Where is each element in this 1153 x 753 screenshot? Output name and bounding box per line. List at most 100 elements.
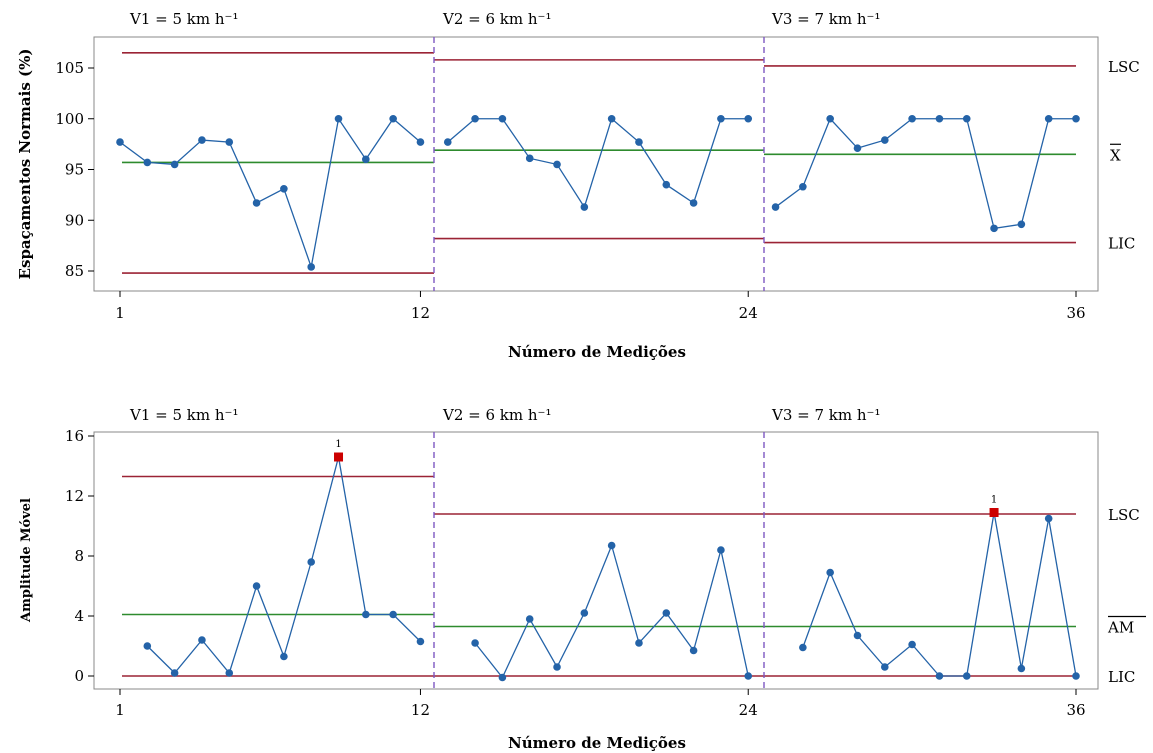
x-tick-label: 36 (1066, 304, 1085, 322)
data-point (962, 672, 971, 680)
data-point (908, 114, 916, 123)
data-point (771, 203, 780, 211)
data-point (607, 114, 616, 123)
phase-label: V1 = 5 km h⁻¹ (129, 10, 238, 28)
x-tick-label: 12 (411, 701, 430, 719)
y-tick-label: 85 (65, 262, 84, 280)
x-axis-label: Número de Medições (508, 343, 686, 361)
data-point (170, 160, 179, 169)
data-point (744, 672, 753, 680)
data-point (1044, 114, 1053, 123)
data-point (553, 663, 561, 671)
data-point (662, 180, 671, 189)
data-point (143, 642, 152, 650)
y-tick-label: 90 (65, 211, 84, 229)
y-tick-label: 8 (74, 547, 84, 565)
data-point (225, 138, 234, 146)
data-point (1072, 672, 1080, 680)
y-tick-label: 95 (65, 161, 84, 179)
phase-label: V2 = 6 km h⁻¹ (442, 406, 551, 424)
data-point (198, 136, 206, 144)
out-of-control-point (989, 508, 999, 517)
data-point (334, 114, 343, 123)
y-tick-label: 100 (55, 110, 84, 128)
data-point (471, 639, 479, 647)
data-point (416, 138, 425, 146)
data-point (307, 558, 316, 566)
data-point (990, 224, 998, 233)
data-point (1017, 664, 1026, 673)
x-tick-label: 1 (115, 304, 125, 322)
data-point (443, 138, 452, 146)
lower-limit-label: LIC (1108, 668, 1135, 686)
data-point (280, 652, 288, 661)
y-tick-label: 105 (55, 59, 84, 77)
data-point (362, 155, 370, 164)
data-point (525, 154, 534, 163)
data-point (1044, 514, 1053, 523)
chart-panel-2: 0 4 8 12 16 1 12 24 36 Amplitude Móvel Número de M… (19, 406, 1146, 752)
data-point (580, 609, 589, 617)
data-point (689, 199, 698, 207)
data-point (198, 636, 206, 644)
data-point (881, 663, 889, 671)
data-point (799, 643, 807, 652)
plot-frame (93, 36, 1099, 292)
data-point (170, 669, 179, 677)
data-point (662, 609, 671, 617)
y-tick-label: 12 (65, 487, 84, 505)
data-point (744, 114, 753, 123)
data-point (471, 114, 479, 123)
data-point (1072, 114, 1080, 123)
data-point (717, 114, 725, 123)
data-point (252, 582, 261, 590)
data-point (853, 144, 862, 152)
phase-label: V3 = 7 km h⁻¹ (771, 10, 880, 28)
y-axis-label: Amplitude Móvel (19, 498, 34, 623)
data-point (635, 138, 643, 146)
data-point (826, 114, 834, 123)
flag-label: 1 (335, 439, 341, 450)
data-point (853, 631, 862, 640)
data-point (389, 114, 397, 123)
phase-label: V1 = 5 km h⁻¹ (129, 406, 238, 424)
data-point (389, 610, 397, 619)
data-point (116, 138, 124, 146)
x-axis-label: Número de Medições (508, 734, 686, 752)
data-point (143, 158, 152, 167)
phase-label: V3 = 7 km h⁻¹ (771, 406, 880, 424)
data-point (717, 546, 725, 554)
data-point (935, 114, 944, 123)
data-point (935, 672, 944, 680)
out-of-control-point (334, 452, 344, 462)
x-tick-label: 12 (411, 304, 430, 322)
data-point (553, 160, 561, 169)
upper-limit-label: LSC (1108, 506, 1140, 524)
data-point (1017, 220, 1026, 229)
y-tick-label: 16 (65, 427, 84, 445)
y-axis-label: Espaçamentos Normais (%) (16, 49, 34, 280)
data-point (498, 673, 507, 682)
data-point (826, 568, 834, 577)
lower-limit-label: LIC (1108, 235, 1135, 253)
series-line (146, 456, 421, 675)
series-line (474, 543, 749, 679)
data-point (362, 610, 370, 619)
data-point (307, 263, 316, 271)
center-limit-label: X (1110, 146, 1121, 164)
plot-frame (93, 431, 1099, 690)
data-point (908, 640, 916, 649)
data-point (881, 136, 889, 144)
data-point (225, 669, 234, 677)
x-tick-label: 24 (739, 701, 758, 719)
series-line (447, 117, 749, 209)
y-tick-label: 0 (74, 667, 84, 685)
x-tick-label: 1 (115, 701, 125, 719)
data-point (607, 541, 616, 550)
data-point (416, 637, 425, 646)
x-tick-label: 24 (739, 304, 758, 322)
upper-limit-label: LSC (1108, 58, 1140, 76)
data-point (580, 203, 589, 211)
data-point (689, 646, 698, 655)
chart-panel-1: 85 90 95 100 105 1 12 24 36 Espaçamentos Normais … (16, 10, 1140, 361)
